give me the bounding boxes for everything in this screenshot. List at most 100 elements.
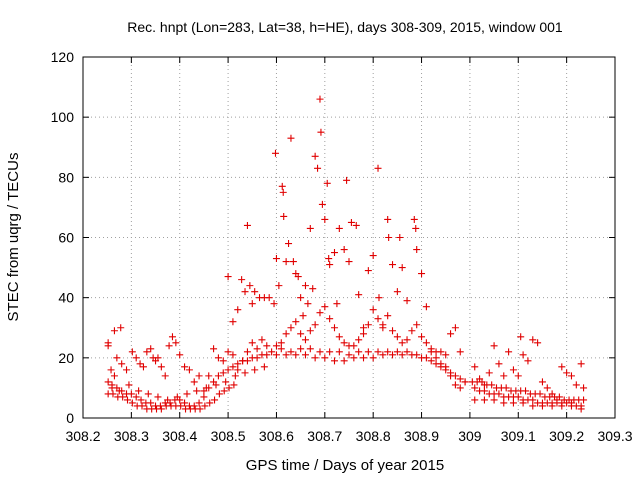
data-point [143, 348, 151, 356]
data-point [317, 128, 325, 136]
data-point [127, 390, 135, 398]
data-point [214, 372, 222, 380]
data-point [347, 218, 355, 226]
data-point [132, 393, 140, 401]
data-point [301, 282, 309, 290]
data-point [202, 384, 210, 392]
data-point [422, 354, 430, 362]
data-point [369, 354, 377, 362]
data-point [485, 369, 493, 377]
data-point [128, 399, 136, 407]
data-point [432, 354, 440, 362]
data-point [393, 333, 401, 341]
data-point [195, 372, 203, 380]
data-point [285, 240, 293, 248]
data-point [343, 176, 351, 184]
x-tick-label: 309.2 [549, 428, 584, 444]
data-point [555, 393, 563, 401]
data-point [219, 369, 227, 377]
data-point [282, 351, 290, 359]
data-point [577, 405, 585, 413]
data-point [413, 321, 421, 329]
data-point [389, 351, 397, 359]
data-point [500, 399, 508, 407]
data-point [442, 351, 450, 359]
data-point [403, 348, 411, 356]
y-tick-label: 40 [58, 290, 74, 306]
data-point [119, 393, 127, 401]
x-tick-label: 308.5 [211, 428, 246, 444]
data-point [418, 270, 426, 278]
data-point [330, 324, 338, 332]
data-point [224, 273, 232, 281]
data-point [263, 342, 271, 350]
data-point [108, 384, 116, 392]
data-point [265, 294, 273, 302]
data-point [335, 348, 343, 356]
data-point [211, 396, 219, 404]
data-point [422, 303, 430, 311]
data-point [190, 402, 198, 410]
data-point [123, 366, 131, 374]
data-point [193, 387, 201, 395]
data-point [393, 288, 401, 296]
data-point [234, 360, 242, 368]
data-point [299, 312, 307, 320]
data-point [258, 336, 266, 344]
data-point [309, 285, 317, 293]
data-point [509, 366, 517, 374]
data-point [210, 345, 218, 353]
data-point [509, 399, 517, 407]
data-point [200, 393, 208, 401]
data-point [222, 378, 230, 386]
data-point [379, 351, 387, 359]
data-point [505, 348, 513, 356]
data-point [529, 402, 537, 410]
data-point [442, 363, 450, 371]
data-point [172, 339, 180, 347]
data-point [271, 149, 279, 157]
data-point [136, 360, 144, 368]
data-point [517, 333, 525, 341]
data-point [495, 390, 503, 398]
data-point [567, 372, 575, 380]
data-point [278, 182, 286, 190]
data-point [185, 366, 193, 374]
data-point [577, 360, 585, 368]
data-point [384, 312, 392, 320]
data-point [138, 402, 146, 410]
x-tick-label: 308.3 [114, 428, 149, 444]
data-point [316, 309, 324, 317]
data-point [321, 303, 329, 311]
data-point [248, 339, 256, 347]
data-point [104, 342, 112, 350]
data-point [323, 179, 331, 187]
data-point [355, 291, 363, 299]
data-point [403, 297, 411, 305]
data-point [519, 399, 527, 407]
data-point [229, 318, 237, 326]
data-point [280, 212, 288, 220]
data-point [118, 360, 126, 368]
data-point [548, 402, 556, 410]
data-point [292, 351, 300, 359]
data-point [110, 327, 118, 335]
y-tick-label: 120 [51, 49, 75, 65]
data-point [263, 351, 271, 359]
data-point [350, 354, 358, 362]
data-point [488, 381, 496, 389]
data-point [212, 381, 220, 389]
data-point [490, 342, 498, 350]
data-point [408, 327, 416, 335]
data-point [117, 324, 125, 332]
data-point [190, 378, 198, 386]
data-point [326, 315, 334, 323]
data-point [270, 300, 278, 308]
data-point [355, 348, 363, 356]
data-point [534, 339, 542, 347]
data-point [340, 339, 348, 347]
data-point [277, 345, 285, 353]
data-point [529, 396, 537, 404]
plot-frame [82, 56, 616, 419]
data-point [301, 336, 309, 344]
